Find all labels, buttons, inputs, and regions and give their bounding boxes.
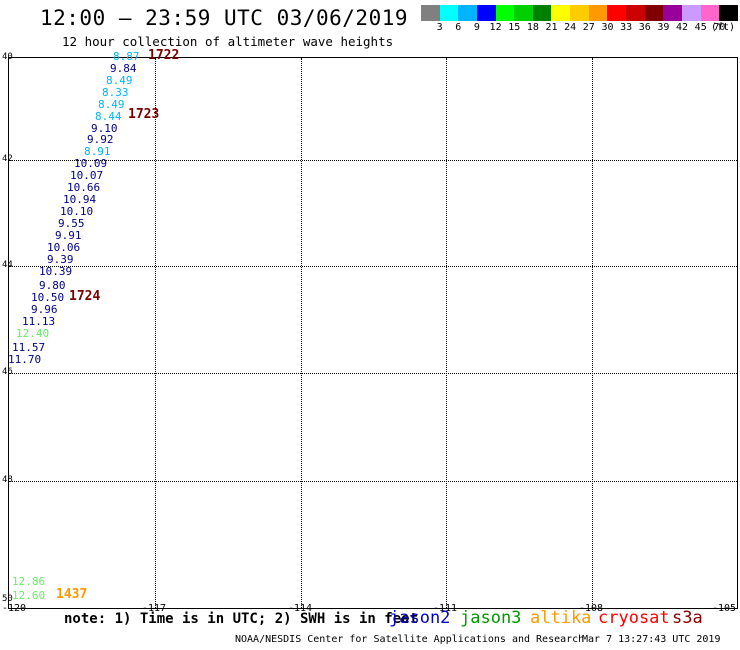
lat-label: 40: [2, 52, 13, 62]
chart-title: 12:00 – 23:59 UTC 03/06/2019: [40, 6, 409, 30]
wave-height-label: 8.91: [84, 145, 111, 158]
color-scale-tick: 3: [436, 22, 443, 33]
wave-height-label: 9.96: [31, 303, 58, 316]
wave-height-label: 8.33: [102, 86, 129, 99]
color-scale-tick: 33: [620, 22, 633, 33]
color-scale-tick: 21: [545, 22, 558, 33]
color-swatch: [681, 5, 701, 21]
lat-label: 44: [2, 260, 13, 270]
wave-height-label: 12.40: [16, 327, 50, 340]
wave-height-label: 8.44: [95, 110, 122, 123]
map-plot-area: [8, 57, 738, 609]
wave-height-label: 9.10: [91, 122, 118, 135]
wave-height-label: 12.86: [12, 575, 46, 588]
legend-cryosat: cryosat: [598, 608, 670, 628]
wave-height-label: 9.84: [110, 62, 137, 75]
color-scale-tick: 24: [564, 22, 577, 33]
gridline-lat: [9, 266, 737, 267]
gridline-lon: [301, 58, 302, 608]
color-scale-tick: 30: [601, 22, 614, 33]
wave-height-label: 9.39: [47, 253, 74, 266]
lat-label: 46: [2, 367, 13, 377]
gridline-lat: [9, 481, 737, 482]
color-swatch: [458, 5, 477, 21]
color-scale-tick: 9: [473, 22, 480, 33]
color-swatch: [663, 5, 682, 21]
wave-height-label: 9.91: [55, 229, 82, 242]
wave-height-label: 10.09: [74, 157, 108, 170]
lon-label: -105: [711, 603, 737, 614]
color-swatch: [439, 5, 459, 21]
gridline-lon: [446, 58, 447, 608]
gridline-lon: [592, 58, 593, 608]
lon-label: -117: [141, 603, 167, 614]
legend-jason2: jason2: [389, 608, 451, 628]
color-scale-tick: 42: [676, 22, 689, 33]
lon-label: -120: [1, 603, 27, 614]
color-swatch: [570, 5, 589, 21]
color-scale-tick: 39: [657, 22, 670, 33]
wave-height-label: 9.92: [87, 133, 114, 146]
wave-height-label: 8.49: [106, 74, 133, 87]
color-scale-unit: (ft): [711, 22, 736, 33]
color-scale-tick: 12: [489, 22, 502, 33]
wave-height-label: 11.57: [12, 341, 46, 354]
color-swatch: [514, 5, 533, 21]
legend-altika: altika: [530, 608, 592, 628]
color-swatch: [588, 5, 608, 21]
lat-label: 50: [2, 594, 13, 604]
lon-label: -108: [578, 603, 604, 614]
wave-height-label: 8.49: [98, 98, 125, 111]
pass-time-label: 1437: [56, 587, 88, 602]
color-scale-tick: 6: [455, 22, 462, 33]
color-scale-tick: 70: [713, 22, 726, 33]
wave-height-label: 9.80: [39, 279, 66, 292]
wave-height-label: 10.06: [47, 241, 81, 254]
wave-height-label: 11.70: [8, 353, 42, 366]
color-swatch: [421, 5, 440, 21]
pass-time-label: 1724: [69, 289, 101, 304]
color-scale-tick: 45: [694, 22, 707, 33]
legend-jason3: jason3: [460, 608, 522, 628]
color-swatch: [532, 5, 552, 21]
color-swatch: [700, 5, 720, 21]
lat-label: 42: [2, 154, 13, 164]
footer-note: note: 1) Time is in UTC; 2) SWH is in fe…: [64, 611, 419, 627]
color-swatch: [551, 5, 571, 21]
footer-timestamp: Mar 7 13:27:43 UTC 2019: [582, 634, 721, 645]
color-swatch: [644, 5, 664, 21]
wave-height-label: 8.87: [113, 50, 140, 63]
lon-label: -111: [432, 603, 458, 614]
color-swatch: [476, 5, 496, 21]
legend-s3a: s3a: [672, 608, 703, 628]
gridline-lat: [9, 160, 737, 161]
footer-credit: NOAA/NESDIS Center for Satellite Applica…: [235, 634, 585, 645]
wave-height-label: 10.07: [70, 169, 104, 182]
wave-height-label: 10.94: [63, 193, 97, 206]
color-swatch: [719, 5, 738, 21]
lon-label: -114: [287, 603, 313, 614]
wave-height-label: 10.66: [67, 181, 101, 194]
chart-subtitle: 12 hour collection of altimeter wave hei…: [62, 34, 394, 49]
wave-height-label: 10.39: [39, 265, 73, 278]
color-scale-tick: 18: [526, 22, 539, 33]
color-scale-tick: 15: [508, 22, 521, 33]
color-scale-bar: [421, 5, 738, 21]
wave-height-label: 10.10: [60, 205, 94, 218]
gridline-lat: [9, 373, 737, 374]
pass-time-label: 1723: [128, 107, 160, 122]
wave-height-label: 12.60: [12, 589, 46, 602]
color-swatch: [495, 5, 515, 21]
color-scale-tick: 27: [582, 22, 595, 33]
wave-height-label: 10.50: [31, 291, 65, 304]
lat-label: 48: [2, 475, 13, 485]
color-swatch: [626, 5, 645, 21]
wave-height-label: 9.55: [58, 217, 85, 230]
pass-time-label: 1722: [148, 48, 180, 63]
gridline-lon: [155, 58, 156, 608]
color-scale-tick: 36: [638, 22, 651, 33]
wave-height-label: 11.13: [22, 315, 56, 328]
color-swatch: [607, 5, 627, 21]
